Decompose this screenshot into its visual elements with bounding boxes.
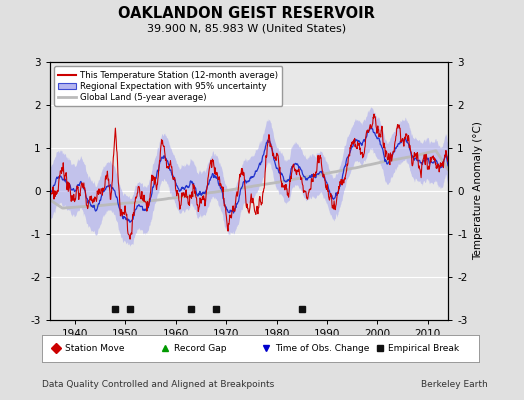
Text: Station Move: Station Move — [64, 344, 124, 353]
Legend: This Temperature Station (12-month average), Regional Expectation with 95% uncer: This Temperature Station (12-month avera… — [54, 66, 282, 106]
Text: Time of Obs. Change: Time of Obs. Change — [275, 344, 369, 353]
Text: Record Gap: Record Gap — [174, 344, 226, 353]
Text: OAKLANDON GEIST RESERVOIR: OAKLANDON GEIST RESERVOIR — [118, 6, 375, 21]
Text: 39.900 N, 85.983 W (United States): 39.900 N, 85.983 W (United States) — [147, 23, 346, 33]
Y-axis label: Temperature Anomaly (°C): Temperature Anomaly (°C) — [473, 122, 483, 260]
Text: Data Quality Controlled and Aligned at Breakpoints: Data Quality Controlled and Aligned at B… — [42, 380, 274, 389]
Text: Empirical Break: Empirical Break — [388, 344, 460, 353]
Text: Berkeley Earth: Berkeley Earth — [421, 380, 487, 389]
